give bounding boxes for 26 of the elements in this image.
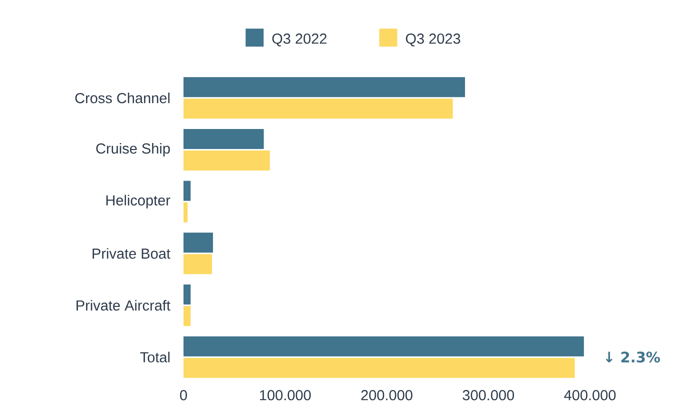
y-tick-label: Private Aircraft (76, 300, 170, 311)
y-tick-label: Cross Channel (75, 92, 170, 104)
x-tick-label: 400.000 (564, 390, 616, 400)
bar (184, 284, 191, 305)
x-tick-label: 200.000 (361, 390, 412, 400)
text: ↓ 2.3% (606, 352, 660, 363)
y-tick-label: Total (140, 352, 170, 362)
legend-label: Q3 2023 (406, 34, 460, 46)
bar (184, 98, 453, 119)
y-tick-label: Cruise Ship (96, 143, 170, 157)
bar (184, 232, 213, 253)
bar (184, 306, 191, 326)
bar (184, 336, 584, 356)
y-tick-label: Helicopter (106, 194, 170, 208)
y-tick-label: Private Boat (92, 248, 170, 259)
bar (184, 77, 466, 98)
x-tick-label: 0 (180, 390, 187, 400)
bar (184, 150, 270, 171)
bar (184, 129, 264, 150)
legend-label: Q3 2022 (272, 34, 326, 46)
bar (184, 202, 188, 222)
bar (184, 254, 212, 274)
bar (184, 358, 575, 378)
bar (184, 180, 191, 201)
x-tick-label: 300.000 (462, 390, 514, 400)
x-tick-label: 100.000 (260, 390, 311, 400)
